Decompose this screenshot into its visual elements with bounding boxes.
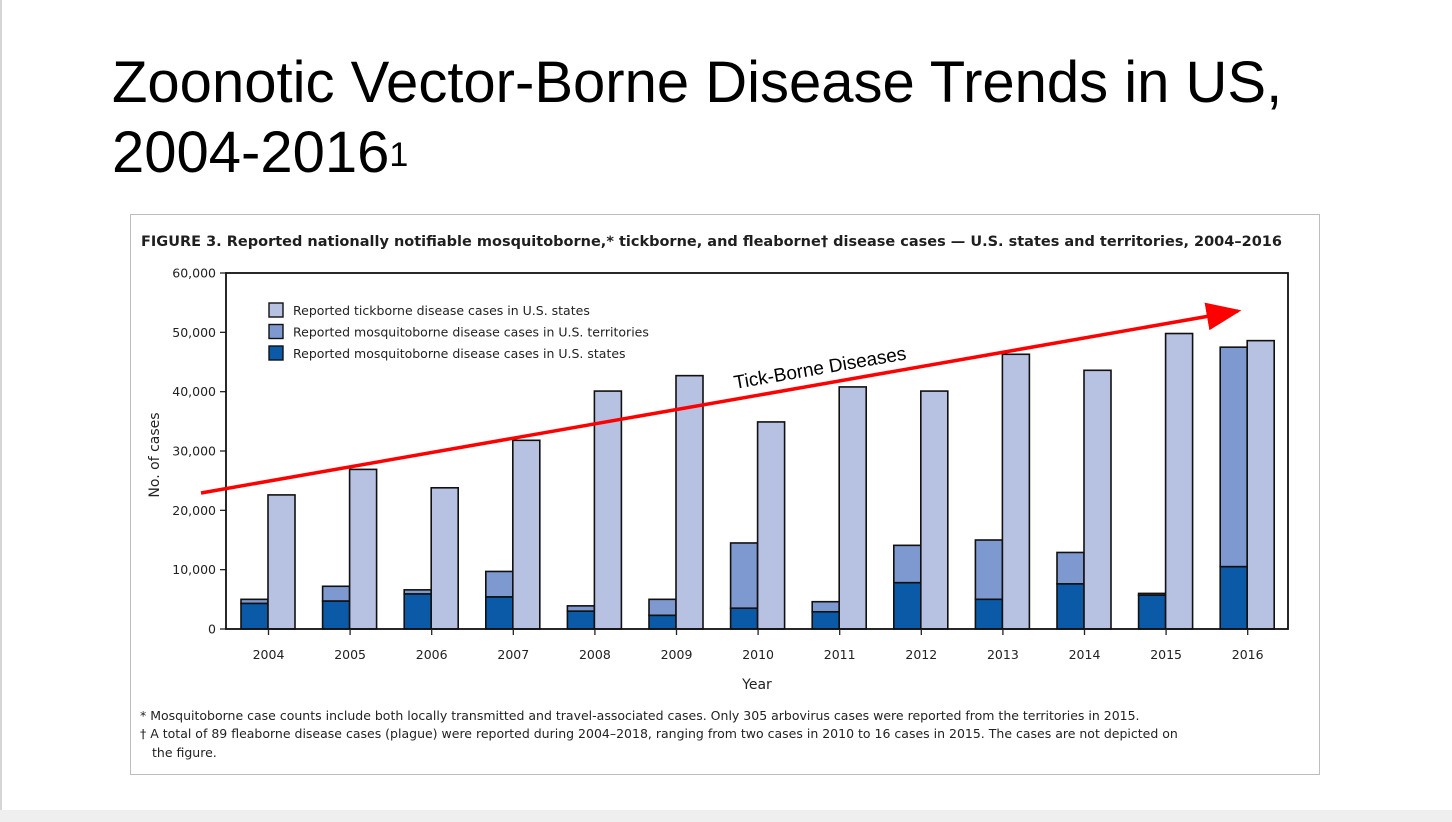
footnote-line: * Mosquitoborne case counts include both… [140, 708, 1140, 723]
plot-frame [225, 272, 1289, 630]
legend-label: Reported mosquitoborne disease cases in … [293, 346, 626, 361]
y-tick-label: 40,000 [172, 384, 216, 399]
bar-mosquito-territories-2013 [974, 539, 1004, 601]
slide-title-line-1: Zoonotic Vector-Borne Disease Trends in … [112, 50, 1283, 115]
bar-tickborne-2005 [348, 468, 378, 630]
bar-mosquito-territories-2010 [729, 542, 759, 610]
legend-label: Reported mosquitoborne disease cases in … [293, 325, 649, 340]
bar-tickborne-2014 [1083, 369, 1112, 630]
x-tick-label: 2004 [253, 647, 285, 662]
x-tick-label: 2009 [661, 647, 693, 662]
x-tick-label: 2010 [742, 647, 774, 662]
bar-mosquito-territories-2007 [484, 570, 514, 598]
bar-mosquito-territories-2011 [811, 600, 841, 613]
legend-swatch [268, 345, 284, 361]
bar-tickborne-2008 [593, 390, 623, 630]
bar-mosquito-states-2014 [1056, 583, 1085, 630]
x-axis-title: Year [741, 677, 772, 693]
bar-tickborne-2009 [675, 374, 704, 630]
bar-mosquito-states-2013 [974, 598, 1004, 630]
y-axis-title: No. of cases [147, 412, 163, 497]
bar-tickborne-2013 [1001, 353, 1031, 630]
footnote-line: † A total of 89 fleaborne disease cases … [140, 726, 1178, 741]
bar-mosquito-states-2009 [648, 614, 677, 630]
bar-tickborne-2015 [1164, 332, 1194, 630]
x-tick-label: 2005 [334, 647, 366, 662]
legend-label: Reported tickborne disease cases in U.S.… [293, 303, 590, 318]
trend-arrow-label: Tick-Borne Diseases [732, 344, 908, 394]
bar-tickborne-2004 [267, 494, 296, 630]
x-axis-tick-labels: 2004 2005 2006 2007 2008 2009 2010 2011 2012 2013… [253, 629, 1264, 662]
legend-swatch [268, 323, 284, 340]
y-tick-label: 30,000 [172, 444, 216, 459]
y-tick-label: 0 [208, 622, 216, 637]
bar-tickborne-2011 [838, 386, 868, 630]
y-tick-label: 10,000 [172, 562, 216, 577]
slide-title-line-2: 2004-2016 [112, 120, 390, 185]
bar-mosquito-states-2012 [892, 581, 922, 630]
x-tick-label: 2013 [987, 647, 1019, 662]
y-tick-label: 50,000 [172, 325, 216, 340]
bar-tickborne-2012 [919, 390, 949, 630]
bar-mosquito-territories-2016 [1219, 346, 1248, 568]
bar-tickborne-2010 [756, 421, 786, 630]
figure-caption: FIGURE 3. Reported nationally notifiable… [141, 234, 1282, 250]
slide-bottom-band [0, 810, 1452, 822]
legend-swatch [268, 302, 284, 318]
bar-mosquito-territories-2009 [648, 598, 677, 617]
bar-mosquito-states-2008 [566, 610, 596, 630]
bar-mosquito-states-2005 [321, 600, 351, 630]
x-tick-label: 2015 [1150, 647, 1182, 662]
axes [225, 272, 1289, 630]
legend: Reported tickborne disease cases in U.S.… [268, 302, 649, 361]
bar-mosquito-states-2010 [729, 607, 759, 630]
x-tick-label: 2008 [579, 647, 611, 662]
bar-mosquito-territories-2014 [1056, 551, 1085, 585]
bar-tickborne-2006 [430, 486, 460, 630]
figure-panel [130, 214, 1320, 775]
x-tick-label: 2006 [416, 647, 448, 662]
title-footnote-marker: 1 [389, 136, 409, 174]
bar-tickborne-2007 [511, 439, 541, 630]
bar-mosquito-states-2007 [484, 596, 514, 630]
bar-mosquito-states-2004 [240, 602, 269, 630]
bar-mosquito-states-2016 [1219, 565, 1248, 630]
y-axis-ticks: 0 10,000 20,000 30,000 40,000 50,000 60,000 [172, 266, 226, 637]
slide-left-edge [0, 0, 2, 810]
bar-mosquito-states-2015 [1137, 594, 1167, 630]
x-tick-label: 2007 [497, 647, 529, 662]
footnote-line: the figure. [152, 745, 217, 760]
trend-arrow [200, 302, 1242, 495]
bar-mosquito-territories-2005 [321, 585, 351, 602]
bar-mosquito-states-2006 [403, 593, 433, 630]
y-tick-label: 20,000 [172, 503, 216, 518]
slide-title: Zoonotic Vector-Borne Disease Trends in … [112, 48, 1412, 188]
x-tick-label: 2016 [1232, 647, 1264, 662]
x-tick-label: 2012 [905, 647, 937, 662]
x-tick-label: 2014 [1069, 647, 1101, 662]
y-tick-label: 60,000 [172, 266, 216, 281]
bar-mosquito-territories-2008 [566, 605, 596, 612]
bar-mosquito-territories-2012 [892, 544, 922, 584]
bar-tickborne-2016 [1246, 339, 1275, 630]
x-tick-label: 2011 [824, 647, 856, 662]
footnotes: * Mosquitoborne case counts include both… [140, 708, 1178, 760]
bar-mosquito-states-2011 [811, 610, 841, 630]
